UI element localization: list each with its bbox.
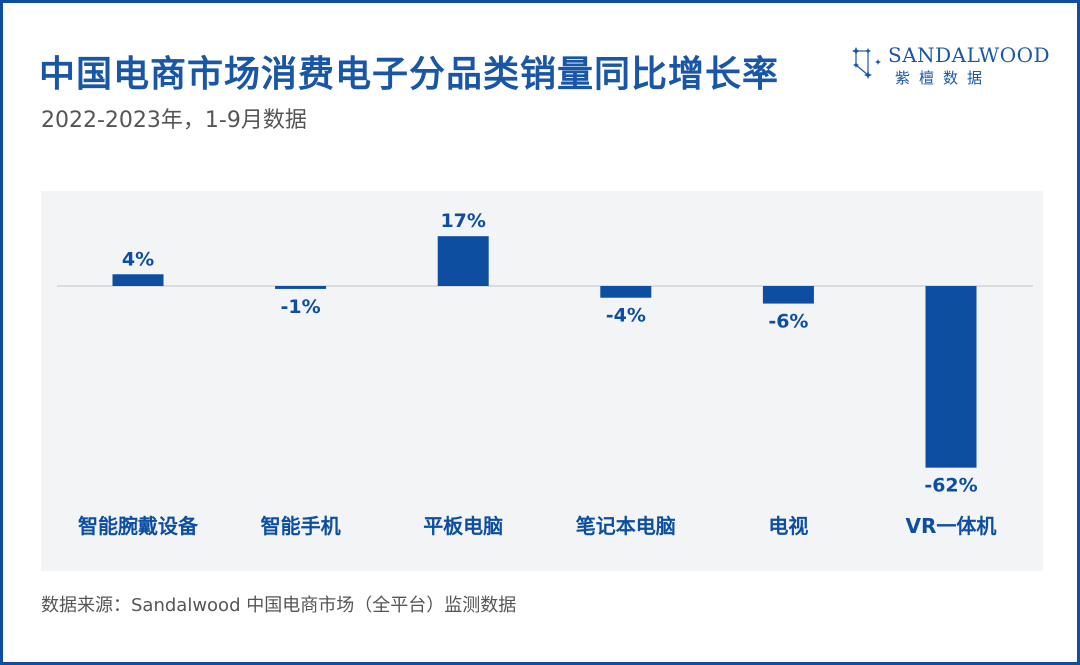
data-label-1: -1% [281, 296, 321, 318]
bar-5 [925, 286, 977, 468]
brand-logo: SANDALWOOD 紫檀数据 [848, 43, 1051, 93]
category-label-3: 笔记本电脑 [576, 514, 676, 538]
category-label-1: 智能手机 [261, 514, 341, 538]
constellation-star-icon [852, 47, 881, 79]
data-label-5: -62% [924, 475, 977, 497]
bar-4 [762, 286, 814, 304]
bar-2 [437, 236, 489, 286]
brand-name-cn: 紫檀数据 [895, 69, 992, 87]
data-label-4: -6% [768, 311, 808, 333]
brand-name-en: SANDALWOOD [888, 43, 1051, 67]
data-source-note: 数据来源：Sandalwood 中国电商市场（全平台）监测数据 [41, 595, 517, 616]
category-label-2: 平板电脑 [423, 514, 503, 538]
data-label-3: -4% [606, 305, 646, 327]
data-label-2: 17% [440, 210, 485, 232]
bar-1 [275, 286, 327, 289]
chart-subtitle: 2022-2023年，1-9月数据 [41, 108, 307, 133]
category-label-4: 电视 [768, 514, 808, 538]
bar-0 [112, 274, 164, 286]
bar-3 [600, 286, 652, 298]
chart-panel: 4% 智能腕戴设备 -1% 智能手机 17% 平板电脑 -4% 笔记本电脑 -6% 电视 -62% V… [41, 191, 1043, 571]
category-label-5: VR一体机 [906, 514, 997, 538]
data-label-0: 4% [122, 248, 154, 270]
category-label-0: 智能腕戴设备 [78, 514, 199, 538]
bar-chart: 4% 智能腕戴设备 -1% 智能手机 17% 平板电脑 -4% 笔记本电脑 -6% 电视 -62% V… [57, 210, 1033, 538]
chart-title: 中国电商市场消费电子分品类销量同比增长率 [39, 54, 780, 95]
